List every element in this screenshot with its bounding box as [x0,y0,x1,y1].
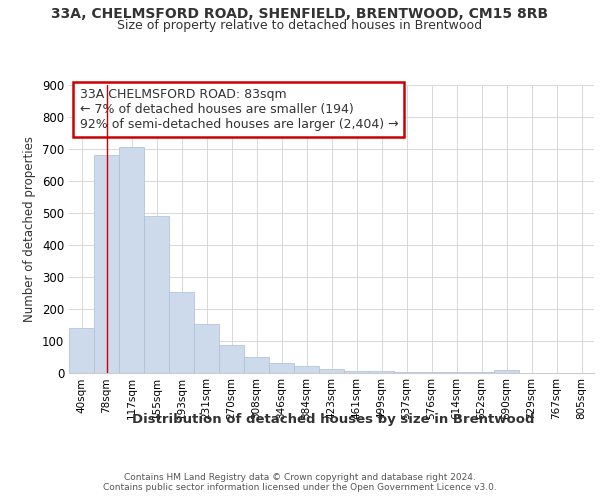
Text: Contains HM Land Registry data © Crown copyright and database right 2024.: Contains HM Land Registry data © Crown c… [124,472,476,482]
Bar [144,216,169,372]
Bar [194,324,219,372]
Bar [494,370,519,372]
Bar [169,292,194,372]
Bar [294,366,319,372]
Text: Size of property relative to detached houses in Brentwood: Size of property relative to detached ho… [118,18,482,32]
Bar [119,148,144,372]
Bar [94,156,119,372]
Text: 33A CHELMSFORD ROAD: 83sqm
← 7% of detached houses are smaller (194)
92% of semi: 33A CHELMSFORD ROAD: 83sqm ← 7% of detac… [79,88,398,131]
Bar [269,363,294,372]
Bar [69,328,94,372]
Text: Contains public sector information licensed under the Open Government Licence v3: Contains public sector information licen… [103,482,497,492]
Y-axis label: Number of detached properties: Number of detached properties [23,136,37,322]
Bar [369,371,394,372]
Bar [219,345,244,372]
Text: Distribution of detached houses by size in Brentwood: Distribution of detached houses by size … [132,412,534,426]
Bar [344,371,369,372]
Bar [244,356,269,372]
Bar [319,370,344,372]
Text: 33A, CHELMSFORD ROAD, SHENFIELD, BRENTWOOD, CM15 8RB: 33A, CHELMSFORD ROAD, SHENFIELD, BRENTWO… [52,8,548,22]
